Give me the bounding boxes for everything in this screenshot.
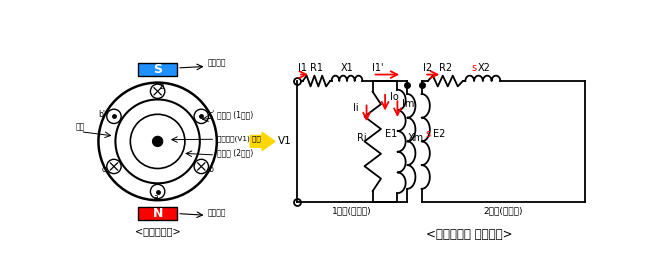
Text: 회전자 (2차측): 회전자 (2차측) [217, 148, 253, 157]
Ellipse shape [194, 159, 208, 174]
Text: c': c' [208, 109, 214, 119]
Text: Im: Im [402, 99, 414, 109]
Text: 회전자계: 회전자계 [208, 209, 226, 218]
Text: R1: R1 [310, 63, 323, 73]
Text: Ii: Ii [353, 103, 359, 113]
Ellipse shape [107, 109, 121, 123]
Text: Io: Io [390, 92, 399, 102]
Text: 2차측(회전자): 2차측(회전자) [483, 207, 523, 216]
Text: c: c [102, 165, 106, 174]
Text: I2: I2 [423, 63, 432, 73]
Text: 공극: 공극 [76, 123, 85, 132]
Ellipse shape [151, 84, 165, 99]
Text: N: N [153, 207, 163, 220]
Text: s: s [471, 63, 476, 73]
Text: E2: E2 [433, 129, 446, 139]
Text: Xm: Xm [408, 133, 424, 143]
Bar [138, 63, 177, 76]
Text: 고정자 (1차측): 고정자 (1차측) [217, 111, 253, 120]
Text: R2: R2 [439, 63, 452, 73]
Text: <유도전동기>: <유도전동기> [135, 226, 181, 236]
Text: 회전자계: 회전자계 [208, 58, 226, 67]
FancyArrow shape [250, 132, 275, 151]
Text: 교류전류(V1) 공급: 교류전류(V1) 공급 [217, 135, 260, 142]
Text: b: b [208, 165, 213, 174]
Text: 1차측(고정자): 1차측(고정자) [332, 207, 372, 216]
Bar [138, 207, 177, 220]
Text: X2: X2 [477, 63, 490, 73]
Text: S: S [153, 63, 162, 76]
Ellipse shape [107, 159, 121, 174]
Ellipse shape [151, 184, 165, 199]
Ellipse shape [194, 109, 208, 123]
Text: a': a' [153, 193, 160, 202]
Text: V1: V1 [278, 136, 292, 146]
Text: <유도전동기 등가회로>: <유도전동기 등가회로> [426, 228, 512, 241]
Text: s: s [426, 129, 431, 139]
Text: E1: E1 [384, 129, 397, 139]
Text: b': b' [98, 110, 105, 119]
Ellipse shape [153, 136, 163, 146]
Text: Ri: Ri [357, 133, 367, 143]
Text: a: a [159, 82, 164, 91]
Text: I1: I1 [298, 63, 307, 73]
Text: X1: X1 [341, 63, 353, 73]
Text: I1': I1' [372, 63, 383, 73]
